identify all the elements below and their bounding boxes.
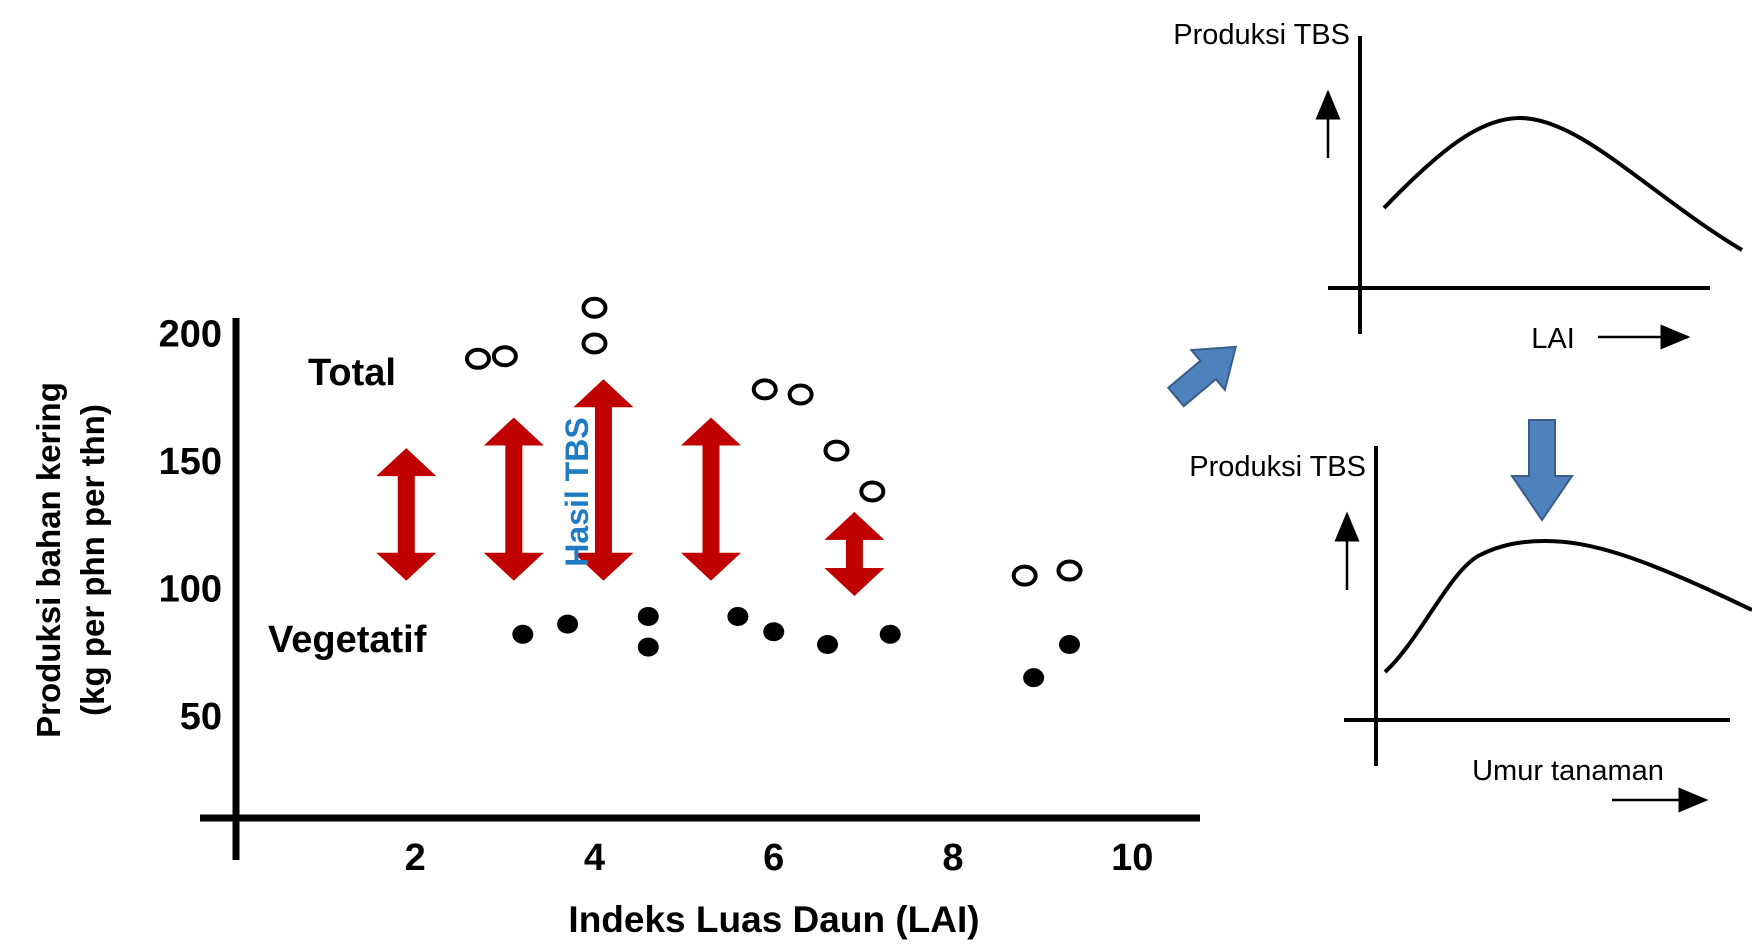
vegetatif-point	[637, 606, 659, 626]
inset-umur-y-label: Produksi TBS	[1189, 451, 1366, 483]
y-tick-label: 200	[159, 313, 222, 355]
y-axis-label-line1: Produksi bahan kering	[30, 382, 67, 738]
total-label: Total	[308, 352, 396, 394]
total-point	[787, 383, 814, 406]
difference-arrow	[483, 417, 544, 581]
total-point	[581, 332, 608, 355]
difference-arrows	[376, 379, 885, 597]
x-tick-label: 6	[763, 837, 784, 879]
inset-umur-curve	[1383, 538, 1752, 674]
inset-lai-x-label: LAI	[1531, 323, 1575, 355]
total-point	[751, 378, 778, 401]
difference-arrow	[376, 448, 437, 581]
total-point	[491, 345, 518, 368]
vegetatif-point	[879, 624, 901, 644]
vegetatif-point	[1058, 635, 1080, 655]
main-scatter-chart: 2 4 6 8 10 50 100 150 200 Produksi bahan kering…	[30, 296, 1200, 940]
vegetatif-point	[763, 622, 785, 642]
connector-arrow-diagonal	[1166, 345, 1238, 408]
inset-umur-x-label: Umur tanaman	[1472, 755, 1664, 787]
total-point	[1056, 559, 1083, 582]
vegetatif-label: Vegetatif	[268, 619, 427, 661]
hasil-tbs-label: Hasil TBS	[559, 417, 595, 566]
y-axis-label-line2: (kg per phn per thn)	[74, 404, 111, 716]
vegetatif-point	[557, 614, 579, 634]
x-tick-label: 8	[942, 837, 963, 879]
x-tick-label: 2	[405, 837, 426, 879]
vegetatif-point	[1023, 668, 1045, 688]
data-points	[464, 296, 1083, 688]
vegetatif-point	[512, 624, 534, 644]
difference-arrow	[573, 379, 634, 581]
vegetatif-point	[727, 606, 749, 626]
x-tick-label: 4	[584, 837, 605, 879]
y-tick-label: 50	[180, 696, 222, 738]
vegetatif-point	[637, 637, 659, 657]
y-tick-label: 150	[159, 441, 222, 483]
inset-chart-lai: Produksi TBS LAI	[1173, 19, 1744, 355]
vegetatif-point	[817, 635, 839, 655]
total-point	[1011, 564, 1038, 587]
x-axis-label: Indeks Luas Daun (LAI)	[568, 899, 979, 940]
difference-arrow	[824, 511, 885, 597]
x-tick-label: 10	[1111, 837, 1153, 879]
y-tick-label: 100	[159, 568, 222, 610]
y-tick-labels: 50 100 150 200	[159, 313, 222, 738]
total-point	[823, 439, 850, 462]
total-point	[859, 480, 886, 503]
total-point	[464, 347, 491, 370]
difference-arrow	[681, 417, 741, 581]
x-tick-labels: 2 4 6 8 10	[405, 837, 1154, 879]
inset-lai-y-label: Produksi TBS	[1173, 19, 1350, 51]
inset-lai-curve	[1382, 115, 1744, 252]
connector-arrow-down	[1510, 419, 1574, 522]
total-point	[581, 296, 608, 319]
inset-chart-umur: Produksi TBS Umur tanaman	[1189, 446, 1752, 813]
